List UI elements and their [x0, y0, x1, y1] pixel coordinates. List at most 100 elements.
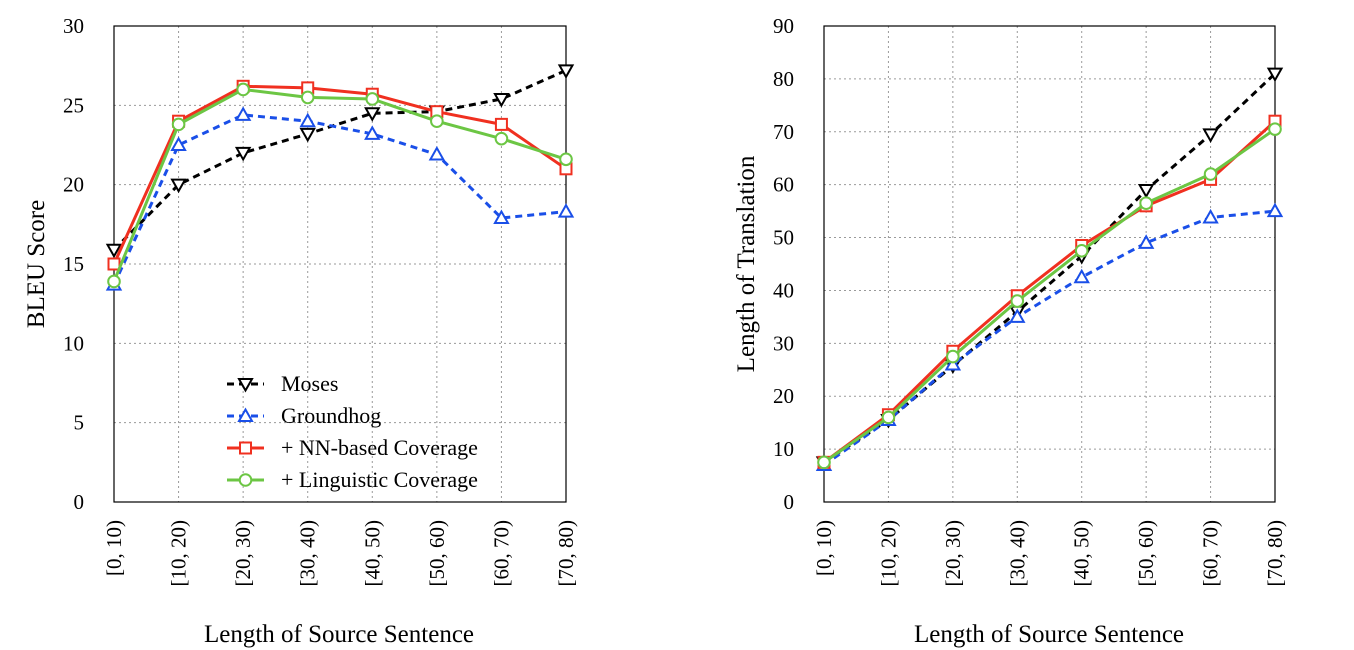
bleu-x-tick-label: [0, 10) — [102, 520, 126, 576]
bleu-x-tick-label: [40, 50) — [360, 520, 384, 587]
length-chart: 0 10 20 30 40 50 60 70 80 90 [0, 10) [10, 20) [20, … — [733, 14, 1287, 648]
bleu-x-tick-label: [70, 80) — [554, 520, 578, 587]
bleu-linguistic-coverage-point — [300, 90, 315, 105]
length-groundhog-point — [1009, 308, 1026, 323]
length-linguistic-coverage-line — [823, 127, 1276, 464]
length-moses-point — [1266, 67, 1284, 83]
legend-moses-marker — [237, 378, 254, 393]
legend-linguistic-coverage-label: + Linguistic Coverage — [281, 467, 478, 492]
length-y-ticks: 0 10 20 30 40 50 60 70 80 90 — [773, 14, 794, 514]
length-moses-line — [823, 72, 1277, 464]
length-x-ticks: [0, 10) [10, 20) [20, 30) [30, 40) [40, 50) [… — [812, 520, 1287, 587]
length-x-tick-label: [10, 20) — [876, 520, 900, 587]
bleu-linguistic-coverage-point — [107, 274, 121, 289]
bleu-x-ticks: [0, 10) [10, 20) [20, 30) [30, 40) [40, 50) [… — [102, 520, 578, 587]
bleu-moses-point — [557, 64, 575, 79]
bleu-groundhog-point — [493, 209, 510, 224]
length-y-tick-label: 0 — [784, 490, 795, 514]
legend-linguistic-coverage-marker — [238, 473, 253, 487]
length-moses-point — [1137, 183, 1155, 199]
bleu-nn-based-coverage-line — [112, 84, 567, 265]
bleu-groundhog-point — [234, 106, 252, 121]
bleu-moses-point — [170, 178, 187, 194]
bleu-moses-point — [105, 243, 123, 259]
length-y-tick-label: 70 — [773, 120, 794, 144]
length-linguistic-coverage-point — [1139, 196, 1153, 210]
bleu-x-tick-label: [10, 20) — [167, 520, 191, 587]
bleu-nn-based-coverage-point — [494, 117, 508, 131]
bleu-y-tick-label: 0 — [74, 490, 85, 514]
bleu-y-ticks: 0 5 10 15 20 25 30 — [63, 14, 84, 514]
bleu-linguistic-coverage-point — [430, 114, 444, 128]
bleu-linguistic-coverage-point — [236, 82, 250, 97]
bleu-moses-point — [234, 146, 252, 162]
length-linguistic-coverage-point — [1074, 243, 1089, 258]
length-y-tick-label: 60 — [773, 173, 794, 197]
bleu-linguistic-coverage-line — [112, 87, 567, 283]
length-x-tick-label: [0, 10) — [812, 520, 836, 576]
length-x-tick-label: [70, 80) — [1263, 520, 1287, 587]
length-linguistic-coverage-point — [946, 349, 960, 364]
length-y-axis-label: Length of Translation — [733, 155, 760, 372]
bleu-moses-line — [112, 69, 567, 251]
bleu-x-tick-label: [50, 60) — [425, 520, 449, 587]
length-groundhog-line — [823, 209, 1276, 467]
length-groundhog-point — [1202, 208, 1219, 224]
bleu-y-tick-label: 10 — [63, 331, 84, 355]
bleu-groundhog-point — [557, 203, 575, 218]
length-linguistic-coverage-point — [817, 455, 831, 470]
length-groundhog-point — [1073, 268, 1090, 284]
bleu-x-tick-label: [60, 70) — [489, 520, 513, 587]
length-x-tick-label: [60, 70) — [1199, 520, 1223, 587]
length-grid — [823, 25, 1276, 503]
length-linguistic-coverage-point — [881, 410, 896, 425]
bleu-y-tick-label: 20 — [63, 173, 84, 197]
bleu-linguistic-coverage-point — [494, 131, 509, 146]
bleu-y-tick-label: 30 — [63, 14, 84, 38]
length-groundhog-point — [944, 355, 962, 371]
bleu-y-tick-label: 15 — [63, 252, 84, 276]
length-groundhog-point — [1266, 202, 1284, 218]
bleu-groundhog-point — [299, 112, 316, 128]
bleu-moses-point — [299, 127, 316, 143]
length-y-tick-label: 50 — [773, 226, 794, 250]
length-y-tick-label: 80 — [773, 67, 794, 91]
length-y-tick-label: 40 — [773, 278, 794, 302]
length-linguistic-coverage-point — [1268, 122, 1282, 136]
legend: Moses Groundhog + NN-based Coverage + Lingu… — [227, 371, 478, 492]
length-x-tick-label: [20, 30) — [941, 520, 965, 587]
bleu-linguistic-coverage-point — [365, 92, 380, 106]
bleu-x-tick-label: [20, 30) — [231, 520, 255, 587]
bleu-linguistic-coverage-point — [171, 117, 186, 132]
legend-nn-based-coverage-marker — [239, 441, 252, 455]
length-groundhog-point — [1137, 234, 1155, 249]
legend-nn-based-coverage-label: + NN-based Coverage — [281, 435, 478, 460]
length-x-tick-label: [30, 40) — [1005, 520, 1029, 587]
length-y-tick-label: 10 — [773, 437, 794, 461]
bleu-chart: 0 5 10 15 20 25 30 [0, 10) [10, 20) [20, 30) [30,… — [23, 14, 578, 648]
legend-groundhog-label: Groundhog — [281, 403, 381, 428]
bleu-series — [105, 64, 575, 291]
length-y-tick-label: 90 — [773, 14, 794, 38]
bleu-x-axis-label: Length of Source Sentence — [204, 621, 474, 648]
length-nn-based-coverage-line — [823, 120, 1277, 464]
bleu-moses-point — [493, 92, 510, 108]
length-x-tick-label: [50, 60) — [1134, 520, 1158, 587]
bleu-y-tick-label: 5 — [74, 411, 85, 435]
bleu-y-tick-label: 25 — [63, 93, 84, 117]
bleu-moses-point — [364, 107, 381, 122]
bleu-y-axis-label: BLEU Score — [23, 200, 50, 328]
length-x-axis-label: Length of Source Sentence — [914, 621, 1184, 648]
length-linguistic-coverage-point — [1010, 294, 1025, 308]
length-y-tick-label: 30 — [773, 331, 794, 355]
length-y-tick-label: 20 — [773, 384, 794, 408]
length-plot-frame — [823, 25, 1276, 503]
bleu-groundhog-point — [428, 145, 446, 161]
legend-groundhog-marker — [237, 407, 254, 422]
bleu-groundhog-point — [364, 125, 381, 140]
bleu-x-tick-label: [30, 40) — [296, 520, 320, 587]
bleu-groundhog-point — [170, 136, 187, 151]
bleu-linguistic-coverage-point — [559, 152, 573, 167]
length-x-tick-label: [40, 50) — [1070, 520, 1094, 587]
